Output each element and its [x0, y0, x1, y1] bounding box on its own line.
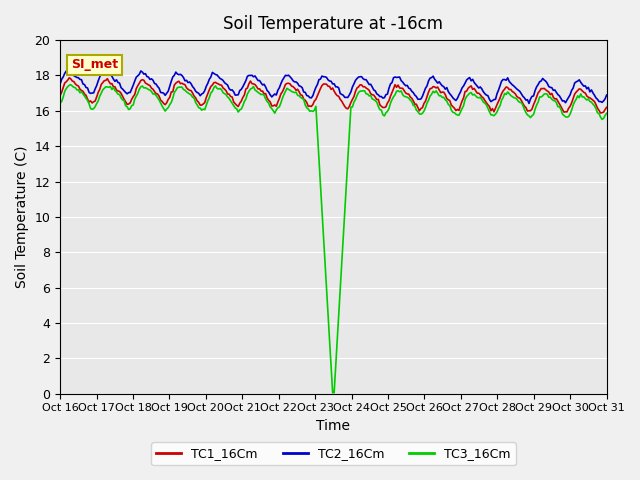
- X-axis label: Time: Time: [316, 419, 350, 433]
- Title: Soil Temperature at -16cm: Soil Temperature at -16cm: [223, 15, 444, 33]
- Y-axis label: Soil Temperature (C): Soil Temperature (C): [15, 145, 29, 288]
- Legend: TC1_16Cm, TC2_16Cm, TC3_16Cm: TC1_16Cm, TC2_16Cm, TC3_16Cm: [151, 442, 516, 465]
- Text: SI_met: SI_met: [71, 59, 118, 72]
